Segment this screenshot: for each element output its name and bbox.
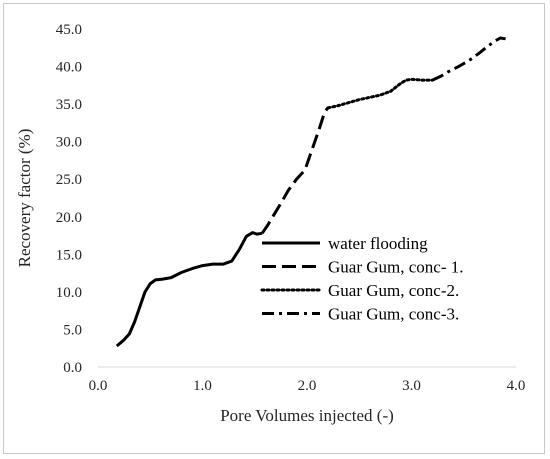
y-tick-label: 20.0 bbox=[56, 210, 82, 226]
series-layer bbox=[115, 36, 506, 348]
chart-frame bbox=[3, 3, 545, 454]
series-line-4 bbox=[431, 36, 506, 82]
y-tick-label: 45.0 bbox=[56, 22, 82, 38]
x-tick-label: 1.0 bbox=[193, 378, 212, 394]
legend-label: water flooding bbox=[328, 234, 428, 253]
y-tick-label: 25.0 bbox=[56, 172, 82, 188]
x-tick-label: 2.0 bbox=[298, 378, 317, 394]
series-line-3 bbox=[326, 77, 434, 110]
y-tick-label: 30.0 bbox=[56, 135, 82, 151]
x-tick-label: 3.0 bbox=[402, 378, 421, 394]
y-tick-label: 35.0 bbox=[56, 97, 82, 113]
legend-label: Guar Gum, conc- 1. bbox=[328, 258, 464, 277]
x-axis-title: Pore Volumes injected (-) bbox=[220, 406, 394, 425]
legend-label: Guar Gum, conc-2. bbox=[328, 281, 459, 300]
x-axis-ticks: 0.0 1.0 2.0 3.0 4.0 bbox=[89, 378, 526, 394]
y-tick-label: 15.0 bbox=[56, 247, 82, 263]
series-line-1 bbox=[115, 231, 263, 348]
x-tick-label: 0.0 bbox=[89, 378, 108, 394]
y-axis-ticks: 0.0 5.0 10.0 15.0 20.0 25.0 30.0 35.0 40.0 45.0 bbox=[56, 22, 82, 376]
y-tick-label: 0.0 bbox=[63, 360, 82, 376]
y-axis-title: Recovery factor (%) bbox=[15, 129, 34, 268]
legend-label: Guar Gum, conc-3. bbox=[328, 305, 459, 324]
y-tick-label: 40.0 bbox=[56, 60, 82, 76]
x-tick-label: 4.0 bbox=[507, 378, 526, 394]
series-line-2 bbox=[260, 106, 330, 235]
legend: water flooding Guar Gum, conc- 1. Guar Gum… bbox=[260, 234, 464, 324]
y-tick-label: 10.0 bbox=[56, 285, 82, 301]
y-tick-label: 5.0 bbox=[63, 322, 82, 338]
